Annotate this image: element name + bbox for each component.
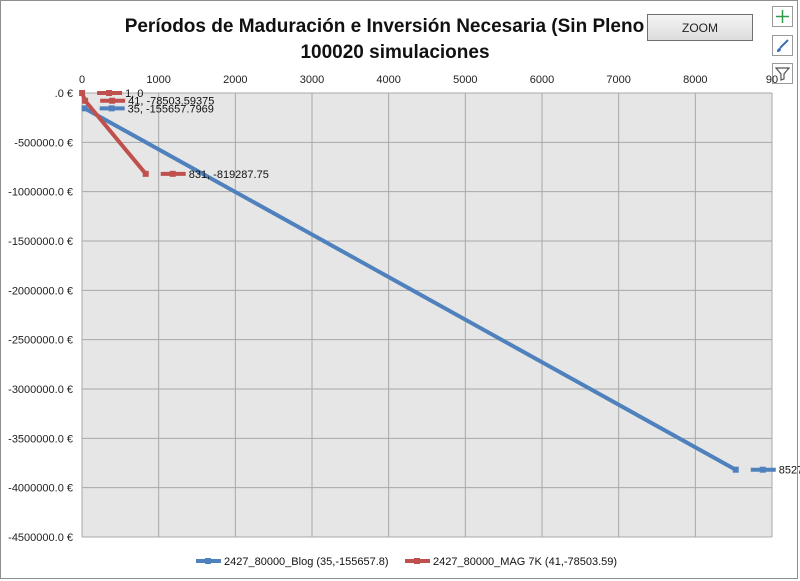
- data-point: [732, 466, 739, 473]
- y-tick-label: .0 €: [55, 88, 73, 100]
- x-tick-label: 8000: [683, 74, 707, 86]
- data-point: [81, 105, 88, 112]
- plus-icon: [776, 10, 789, 23]
- chart-title-line1: Períodos de Maduración e Inversión Neces…: [124, 16, 666, 37]
- data-point: [82, 97, 89, 104]
- legend-label: 2427_80000_MAG 7K (41,-78503.59): [433, 556, 617, 568]
- y-tick-label: -4000000.0 €: [8, 483, 73, 495]
- x-tick-label: 0: [79, 74, 85, 86]
- y-tick-label: -2000000.0 €: [8, 285, 73, 297]
- y-tick-label: -3500000.0 €: [8, 433, 73, 445]
- x-tick-label: 2000: [223, 74, 247, 86]
- data-label-marker-dot: [759, 466, 766, 473]
- x-tick-label: 1000: [146, 74, 170, 86]
- legend-label: 2427_80000_Blog (35,-155657.8): [224, 556, 389, 568]
- plot-area: [82, 93, 772, 537]
- series-line-0: [83, 106, 737, 472]
- data-label-marker-dot: [108, 105, 115, 112]
- data-label: 1, 0: [125, 88, 143, 100]
- y-tick-label: -1000000.0 €: [8, 187, 73, 199]
- y-tick-label: -2500000.0 €: [8, 335, 73, 347]
- data-point: [142, 170, 149, 177]
- data-label-marker-dot: [106, 90, 113, 96]
- brush-icon: [777, 39, 789, 52]
- add-chart-element-button[interactable]: [772, 6, 793, 27]
- y-tick-label: -4500000.0 €: [8, 532, 73, 544]
- y-tick-label: -3000000.0 €: [8, 384, 73, 396]
- y-tick-label: -1500000.0 €: [8, 236, 73, 248]
- x-tick-label: 6000: [530, 74, 554, 86]
- data-label: 8527, -3817858.5: [779, 465, 800, 477]
- chart-styles-button[interactable]: [772, 35, 793, 56]
- x-tick-label: 4000: [376, 74, 400, 86]
- legend-marker-dot: [205, 558, 211, 564]
- data-label: 831, -819287.75: [189, 169, 269, 181]
- data-point: [79, 90, 86, 96]
- data-label: 35, -155657.7969: [128, 103, 214, 115]
- zoom-button[interactable]: ZOOM: [647, 14, 753, 41]
- chart-filters-button[interactable]: [772, 63, 793, 84]
- x-tick-label: 7000: [606, 74, 630, 86]
- x-tick-label: 3000: [300, 74, 324, 86]
- data-label-marker-dot: [109, 97, 116, 104]
- chart-title-line2: 100020 simulaciones: [300, 42, 490, 63]
- data-label-marker-dot: [169, 170, 176, 177]
- data-label: 41, -78503.59375: [128, 96, 214, 108]
- chart-title: Períodos de Maduración e Inversión Neces…: [90, 14, 700, 66]
- x-tick-label: 90: [766, 74, 778, 86]
- y-tick-label: -500000.0 €: [14, 137, 73, 149]
- filter-icon: [775, 67, 790, 81]
- legend-marker-dot: [414, 558, 420, 564]
- x-tick-label: 5000: [453, 74, 477, 86]
